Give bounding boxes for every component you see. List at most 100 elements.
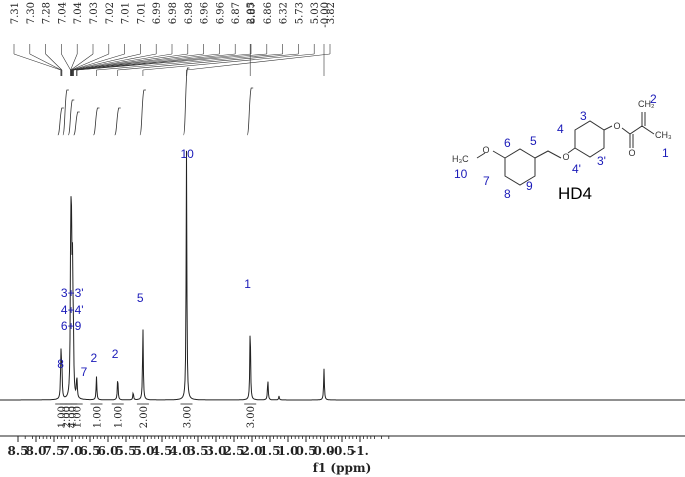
integral-value: 2.00 bbox=[62, 406, 73, 428]
mol-label-6: 6 bbox=[504, 136, 511, 150]
peak-connector bbox=[61, 53, 71, 71]
peak-list-label: 2.05 bbox=[246, 2, 257, 24]
peak-list-label: 7.04 bbox=[57, 2, 68, 24]
atom-o-methoxy: O bbox=[482, 145, 489, 155]
x-tick-label: -0.5 bbox=[329, 444, 355, 458]
peak-list-label: 6.98 bbox=[168, 2, 179, 24]
peak-list-label: 3.82 bbox=[326, 2, 337, 24]
x-tick-label: 5.5 bbox=[116, 444, 137, 458]
x-tick-label: 5.0 bbox=[134, 444, 155, 458]
spectrum-trace bbox=[0, 150, 685, 401]
peak-connector bbox=[70, 53, 94, 71]
atom-ch3: CH₃ bbox=[655, 130, 672, 140]
x-axis: 8.58.07.57.06.56.05.55.04.54.03.53.02.52… bbox=[0, 435, 685, 458]
x-tick-label: 8.0 bbox=[26, 444, 47, 458]
peak-list-label: 6.96 bbox=[200, 2, 211, 24]
integral-value: 1.00 bbox=[114, 406, 125, 428]
integral-value: 1.00 bbox=[57, 406, 68, 428]
peak-connector bbox=[29, 53, 62, 71]
x-tick-label: 4.5 bbox=[152, 444, 173, 458]
mol-label-3: 3 bbox=[580, 109, 587, 123]
peak-connector bbox=[71, 53, 109, 71]
peak-assignment-label: 2 bbox=[112, 347, 119, 361]
peak-list-label: 6.98 bbox=[184, 2, 195, 24]
peak-connector bbox=[73, 53, 220, 71]
mol-label-5: 5 bbox=[530, 134, 537, 148]
peak-connector bbox=[72, 53, 188, 71]
integral-value: 3.00 bbox=[246, 406, 257, 428]
peak-list-label: 7.30 bbox=[26, 2, 37, 24]
x-tick-label: 1.5 bbox=[260, 444, 281, 458]
x-axis-label: f1 (ppm) bbox=[313, 461, 372, 475]
peak-list-label: 7.02 bbox=[105, 2, 116, 24]
x-tick-label: 6.5 bbox=[80, 444, 101, 458]
mol-label-10: 10 bbox=[454, 167, 468, 181]
x-tick-label: 2.5 bbox=[224, 444, 245, 458]
integral-curve bbox=[57, 107, 64, 136]
peak-list-label: 6.96 bbox=[215, 2, 226, 24]
peak-connector bbox=[186, 53, 331, 71]
mol-label-1: 1 bbox=[662, 146, 669, 160]
peak-connector bbox=[117, 53, 299, 71]
x-tick-label: 3.5 bbox=[188, 444, 209, 458]
mol-label-2: 2 bbox=[650, 92, 657, 106]
integral-curve bbox=[246, 87, 254, 136]
compound-name: HD4 bbox=[558, 184, 592, 203]
integral-value: 4.00 bbox=[67, 406, 78, 428]
peak-list-label: 7.31 bbox=[10, 2, 21, 24]
peak-connector bbox=[45, 53, 63, 71]
x-tick-label: 6.0 bbox=[98, 444, 119, 458]
integral-value: 1.00 bbox=[73, 406, 84, 428]
peak-connector bbox=[96, 53, 283, 71]
peak-assignment-label: 7 bbox=[81, 365, 88, 379]
peak-connector bbox=[77, 53, 267, 71]
x-tick-label: -1. bbox=[351, 444, 369, 458]
integral-curve bbox=[62, 89, 69, 136]
peak-assignment-label: 5 bbox=[137, 291, 144, 305]
integral-values: 1.002.004.001.00 1.00 1.00 2.00 3.00 3.00 bbox=[55, 403, 257, 428]
x-tick-label: 2.0 bbox=[242, 444, 263, 458]
peak-connector bbox=[13, 53, 61, 71]
x-tick-label: 8.5 bbox=[8, 444, 29, 458]
peak-connector bbox=[72, 53, 157, 71]
integral-curves bbox=[57, 67, 254, 136]
peak-assignment-label: 8 bbox=[57, 357, 64, 371]
integral-value: 3.00 bbox=[182, 406, 193, 428]
mol-label-4prime: 4' bbox=[572, 162, 581, 176]
integral-value: 1.00 bbox=[92, 406, 103, 428]
x-tick-label: 7.0 bbox=[62, 444, 83, 458]
peak-assignment-label: 1 bbox=[244, 277, 251, 291]
peak-connector bbox=[72, 53, 173, 71]
atom-ch2: CH₂ bbox=[638, 99, 655, 109]
mol-label-8: 8 bbox=[504, 187, 511, 201]
molecule-position-labels: 1 2 3 3' 4 4' 5 6 7 8 9 10 bbox=[454, 92, 669, 201]
mol-label-4: 4 bbox=[557, 122, 564, 136]
peak-connector bbox=[70, 53, 78, 71]
atom-o-ester: O bbox=[613, 121, 620, 131]
mol-label-7: 7 bbox=[483, 174, 490, 188]
peak-assignment-label: 6+9 bbox=[61, 319, 82, 333]
integral-curve bbox=[67, 99, 75, 136]
integral-curve bbox=[183, 67, 190, 136]
peak-list-label: 6.87 bbox=[231, 2, 242, 24]
molecule-structure bbox=[476, 112, 655, 186]
atom-o-ether: O bbox=[562, 152, 569, 162]
molecule-atoms: O O O O H₃C CH₂ CH₃ bbox=[452, 99, 672, 164]
mol-label-3prime: 3' bbox=[597, 154, 606, 168]
peak-connector bbox=[142, 53, 315, 71]
x-tick-label: 0.5 bbox=[296, 444, 317, 458]
peak-assignment-label: 3+3' bbox=[61, 286, 84, 300]
peak-assignment-label: 10 bbox=[180, 147, 194, 161]
peak-list-label: -0.00 bbox=[320, 2, 331, 28]
peak-list-label: 7.04 bbox=[73, 2, 84, 24]
peak-connector bbox=[71, 53, 125, 71]
peak-list-label: 6.99 bbox=[152, 2, 163, 24]
integral-value: 2.00 bbox=[139, 406, 150, 428]
atom-h3c: H₃C bbox=[452, 154, 469, 164]
peak-list-label: 6.32 bbox=[279, 2, 290, 24]
peak-assignment-label: 2 bbox=[90, 351, 97, 365]
peak-list: 7.31 7.30 7.28 7.04 7.04 7.03 7.02 7.01 7.01 6.99… bbox=[10, 2, 337, 76]
peak-list-label: 7.28 bbox=[42, 2, 53, 24]
peak-list-label: 7.01 bbox=[136, 2, 147, 24]
